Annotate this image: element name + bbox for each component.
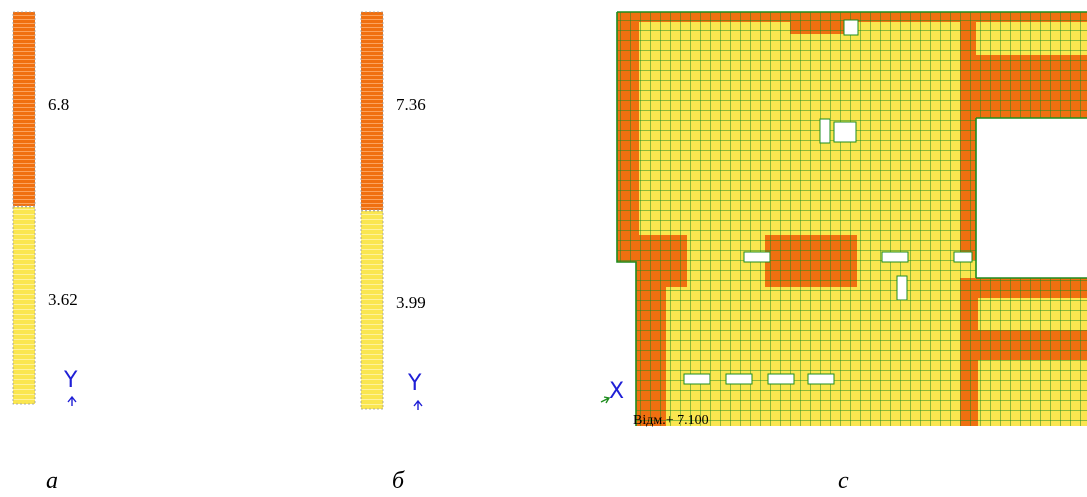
y-axis-label: Y [407,371,422,396]
caption-b: б [392,468,405,494]
opening [725,373,753,385]
opening [819,118,831,144]
y-axis-label: Y [63,368,78,393]
lower-value-label: 3.62 [48,290,78,309]
wall-upper-zone [12,11,36,207]
lower-value-label: 3.99 [396,293,426,312]
fe-mesh [617,12,1087,426]
upper-value-label: 7.36 [396,95,426,114]
panel-b: 7.36 3.99 Y б [360,11,426,494]
x-axis-label: X [609,379,624,404]
opening [743,251,771,263]
wall-upper-zone [360,11,384,211]
elevation-label: Відм.+ 7.100 [633,413,709,428]
opening [807,373,835,385]
opening [881,251,909,263]
caption-c: с [838,468,849,494]
upper-value-label: 6.8 [48,95,69,114]
caption-a: а [46,468,58,494]
x-axis-arrow-icon [600,396,611,404]
panel-c: X Відм.+ 7.100 с [600,11,1087,494]
opening [767,373,795,385]
opening [896,275,908,301]
opening [953,251,973,263]
panel-a: 6.8 3.62 Y а [12,11,78,494]
y-axis-arrow-icon [67,395,77,406]
wall-lower-zone [12,206,36,405]
opening [843,19,859,36]
slab-outline [976,117,1087,279]
opening [683,373,711,385]
opening [833,121,857,143]
y-axis-arrow-icon [413,399,423,410]
slab-outline [616,11,1087,426]
wall-lower-zone [360,210,384,410]
